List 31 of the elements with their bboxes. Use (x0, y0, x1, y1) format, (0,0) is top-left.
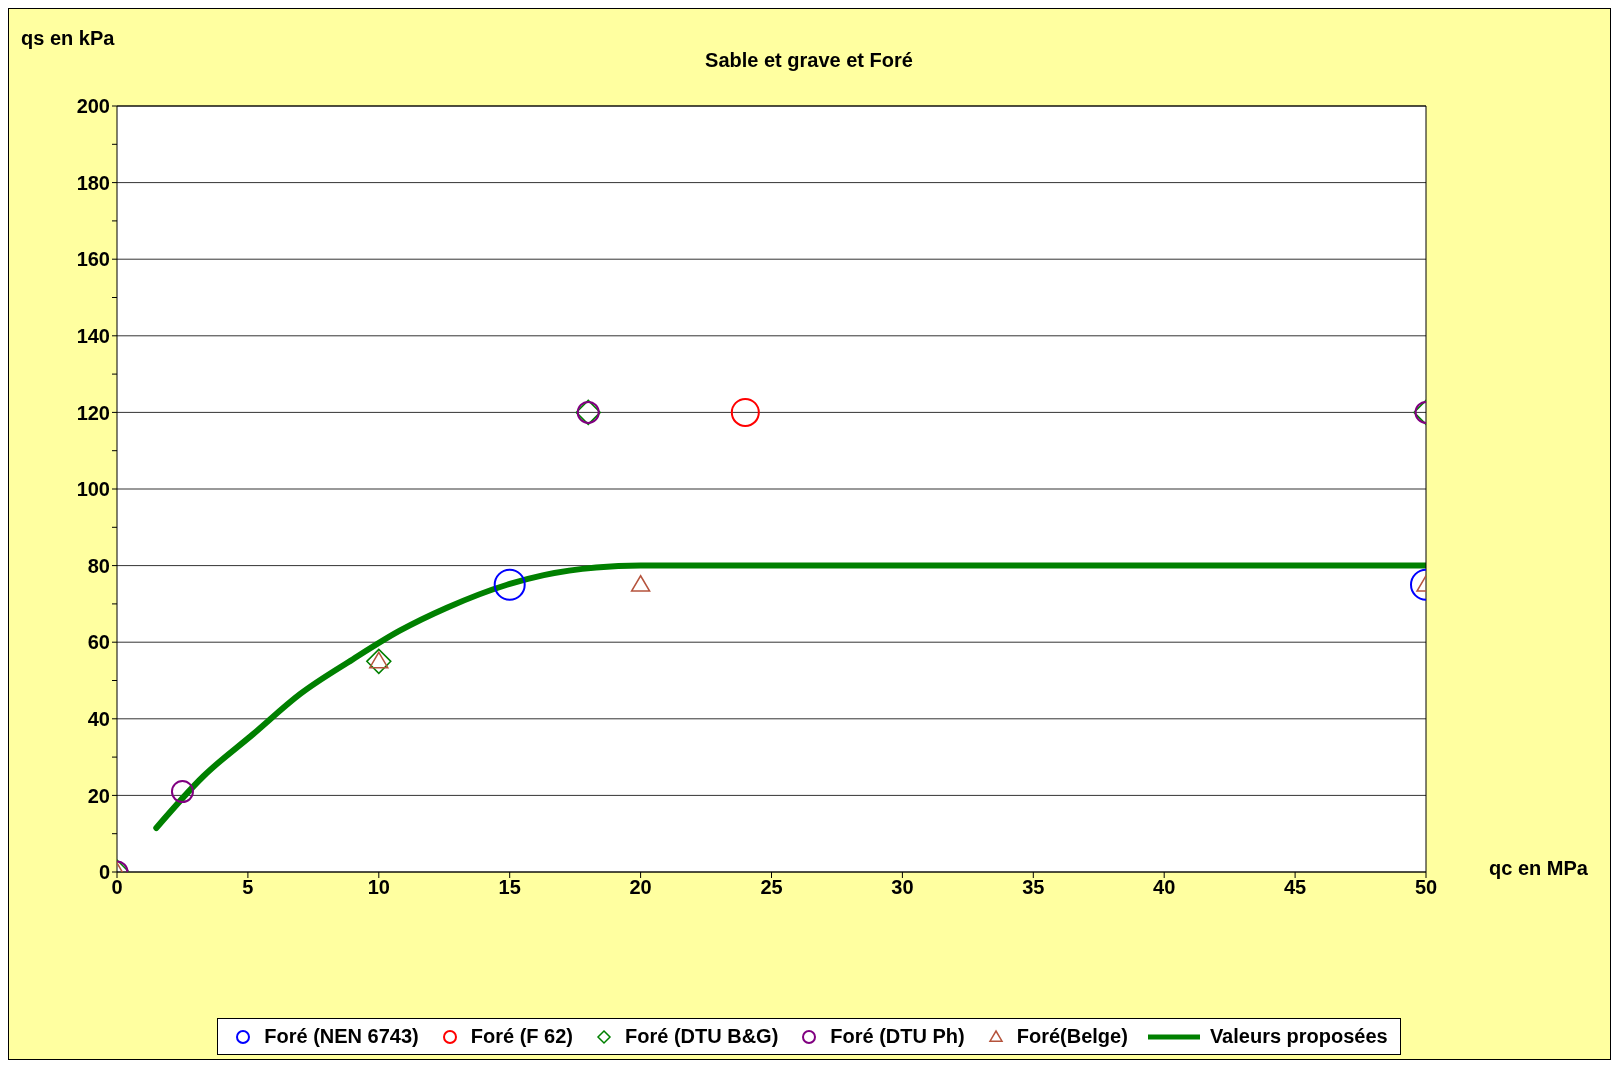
y-tick-label: 20 (87, 784, 110, 807)
x-tick-label: 40 (1153, 876, 1176, 899)
x-tick-label: 50 (1414, 876, 1438, 899)
y-tick-label: 40 (87, 707, 110, 730)
chart-title: Sable et grave et Foré (704, 49, 914, 72)
legend-label: Foré (DTU Ph) (830, 1025, 965, 1048)
x-tick-label: 25 (760, 876, 783, 899)
legend-label: Foré(Belge) (1016, 1025, 1128, 1048)
y-tick-label: 0 (98, 861, 110, 884)
y-tick-label: 200 (76, 95, 110, 118)
y-tick-label: 80 (87, 554, 110, 577)
legend-label: Valeurs proposées (1209, 1025, 1388, 1048)
legend-label: Foré (F 62) (470, 1025, 573, 1048)
point (730, 397, 760, 427)
x-tick-label: 35 (1022, 876, 1045, 899)
x-axis-title: qc en MPa (1489, 857, 1588, 880)
x-tick-label: 5 (242, 876, 254, 899)
x-tick-label: 30 (891, 876, 914, 899)
y-tick-label: 120 (76, 401, 110, 424)
legend-label: Foré (DTU B&G) (624, 1025, 779, 1048)
y-axis-title: qs en kPa (21, 27, 115, 50)
x-tick-label: 20 (629, 876, 652, 899)
y-tick-label: 140 (76, 324, 110, 347)
y-tick-label: 180 (76, 171, 110, 194)
y-tick-label: 60 (87, 631, 110, 654)
y-tick-label: 160 (76, 248, 110, 271)
x-tick-label: 15 (498, 876, 521, 899)
y-tick-label: 100 (76, 478, 110, 501)
legend-label: Foré (NEN 6743) (264, 1025, 419, 1048)
x-tick-label: 10 (367, 876, 390, 899)
x-tick-label: 45 (1283, 876, 1307, 899)
